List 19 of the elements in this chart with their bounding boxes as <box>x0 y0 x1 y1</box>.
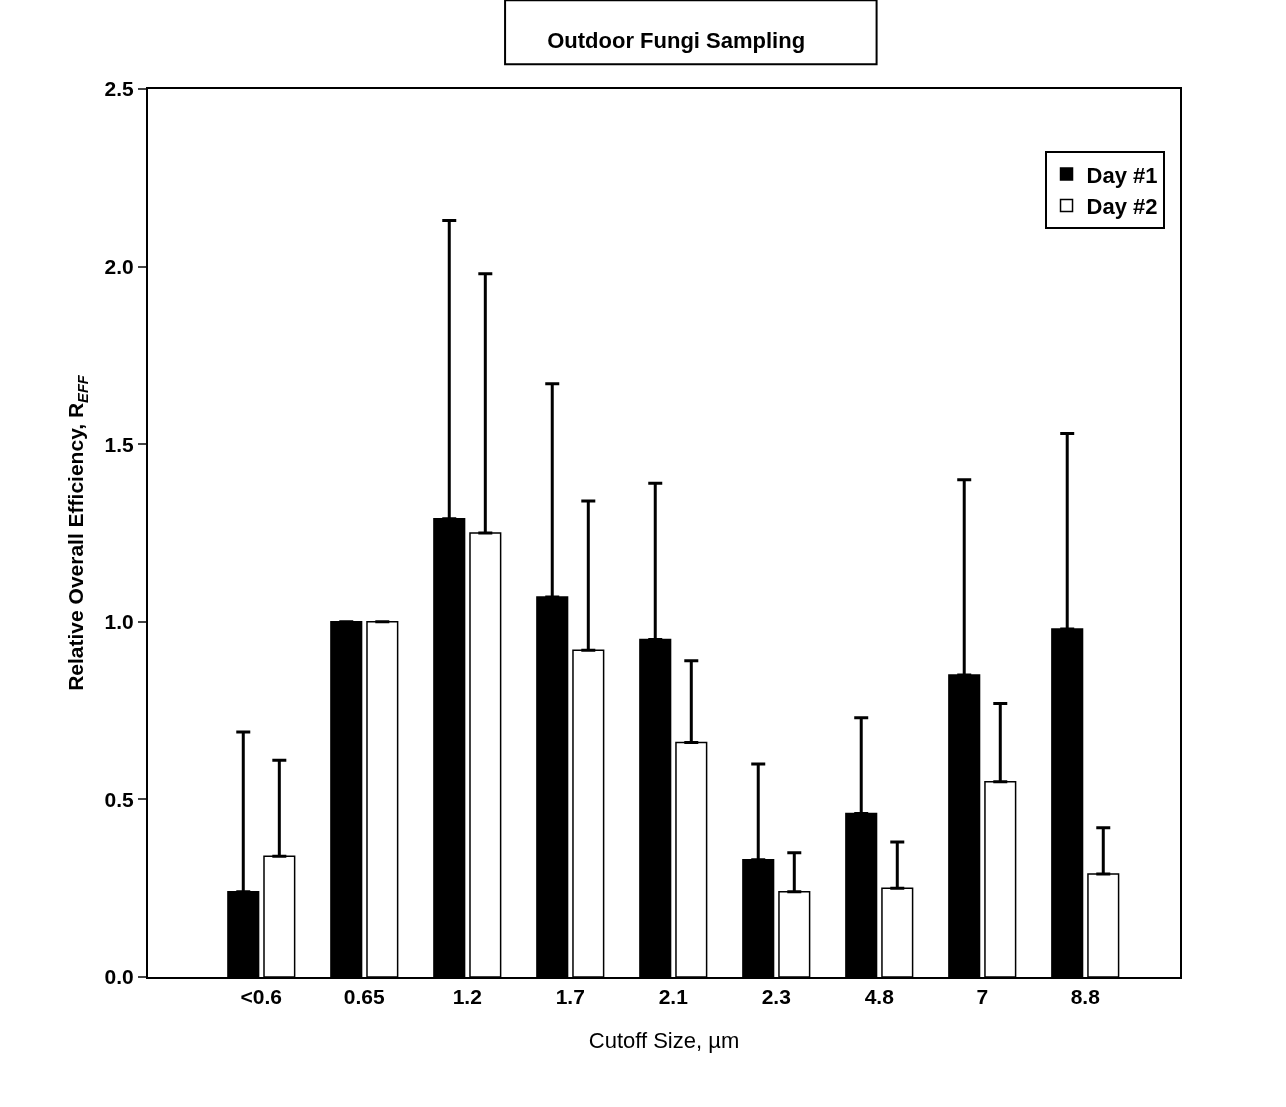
y-tick-label: 1.5 <box>104 432 135 456</box>
x-tick-label: 2.1 <box>658 985 689 1009</box>
x-tick-label: 7 <box>976 985 989 1009</box>
y-tick-label: 0.0 <box>104 965 134 989</box>
x-tick-label: 8.8 <box>1070 985 1101 1009</box>
chart-title: Outdoor Fungi Sampling <box>547 27 806 53</box>
x-tick-label: <0.6 <box>240 985 283 1009</box>
x-tick-label: 2.3 <box>761 985 791 1009</box>
legend-label: Day #2 <box>1086 194 1158 220</box>
y-tick-label: 1.0 <box>104 610 134 634</box>
y-tick-label: 2.5 <box>104 77 135 101</box>
x-tick-label: 1.7 <box>555 985 585 1009</box>
x-axis-title: Cutoff Size, µm <box>588 1027 740 1053</box>
y-tick-label: 2.0 <box>104 254 134 278</box>
x-tick-label: 0.65 <box>343 985 386 1009</box>
legend-label: Day #1 <box>1086 162 1158 188</box>
y-tick-label: 0.5 <box>104 787 135 811</box>
x-tick-label: 4.8 <box>864 985 895 1009</box>
x-tick-label: 1.2 <box>452 985 482 1009</box>
